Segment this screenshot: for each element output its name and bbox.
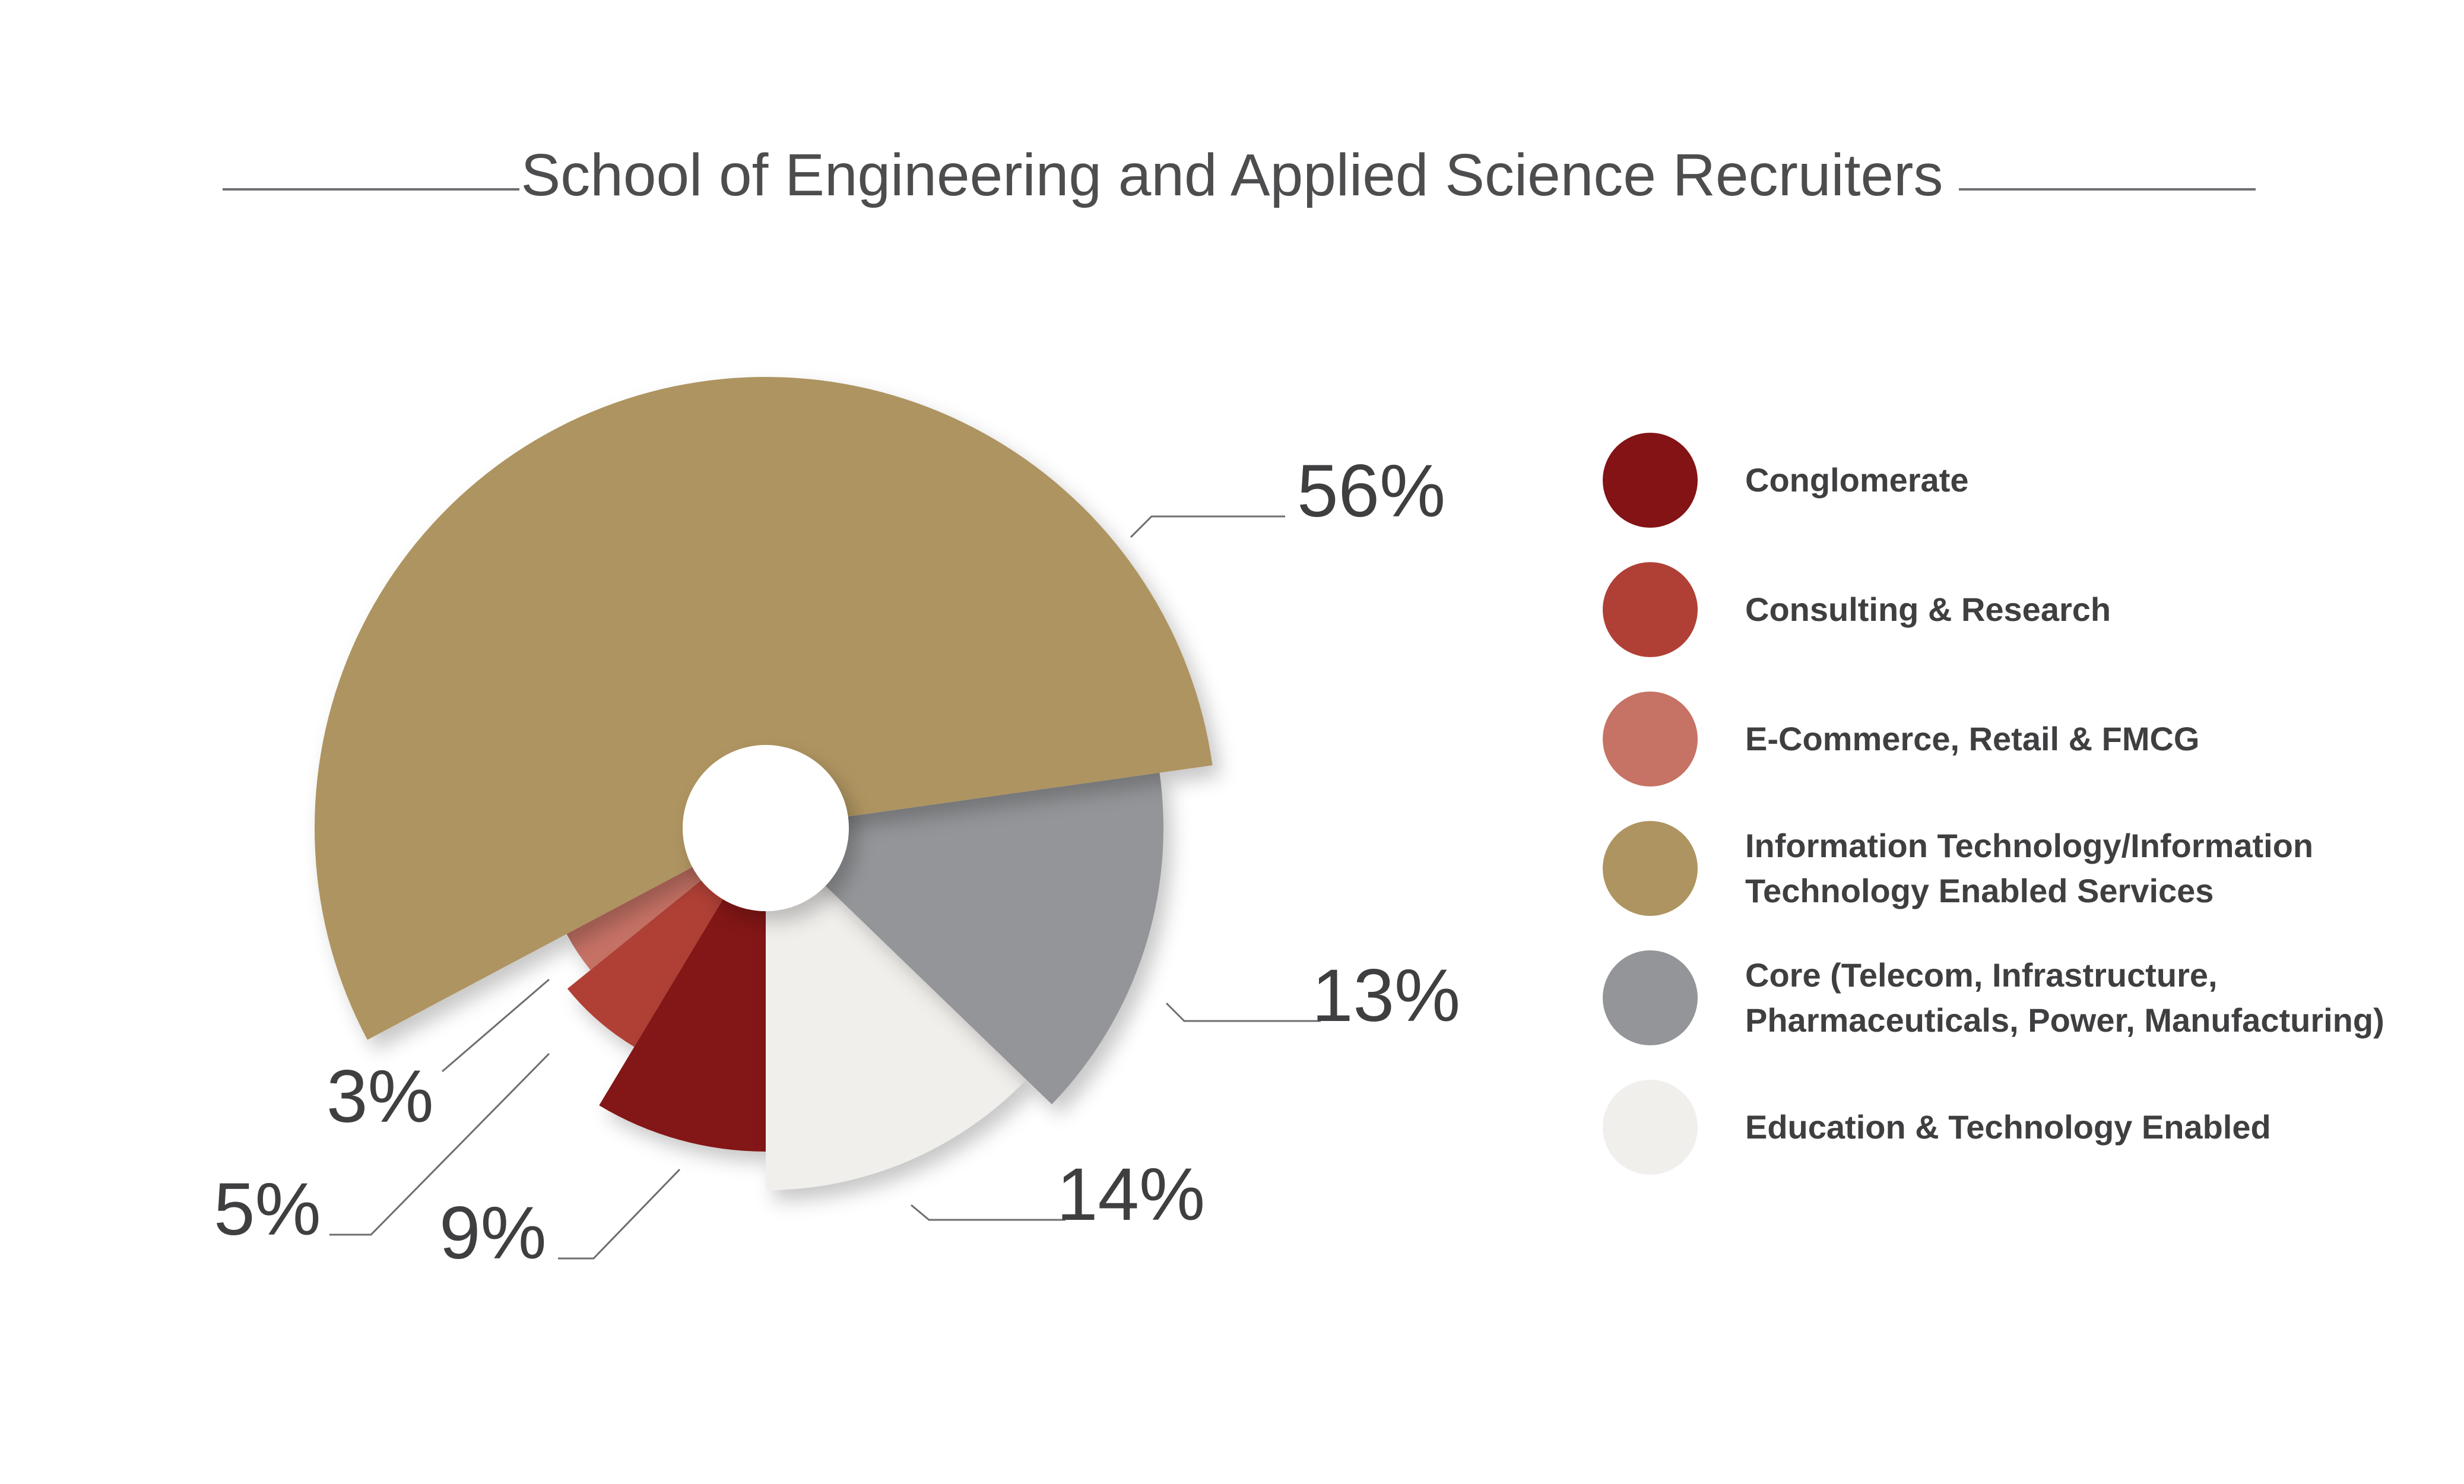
legend-item: Consulting & Research — [1603, 545, 2446, 674]
leader-line-core — [1165, 1002, 1321, 1022]
slice-label-cong: 9% — [439, 1192, 547, 1274]
slice-label-it: 56% — [1297, 450, 1445, 532]
leader-line-it — [1130, 515, 1285, 538]
title-rule-right — [1959, 188, 2256, 191]
legend-label: E-Commerce, Retail & FMCG — [1745, 720, 2200, 757]
leader-lines — [329, 515, 1321, 1260]
legend-label: Consulting & Research — [1745, 591, 2111, 628]
legend-swatch — [1603, 1080, 1698, 1175]
legend-label: Conglomerate — [1745, 461, 1969, 499]
legend-label: Information Technology/Information Techn… — [1745, 827, 2314, 909]
pie-chart: 56% 13% 14% 9% 5%3% — [214, 377, 1460, 1274]
legend-item: Information Technology/Information Techn… — [1603, 804, 2446, 933]
legend-item: E-Commerce, Retail & FMCG — [1603, 674, 2446, 804]
pie-slice-edu — [766, 828, 1026, 1190]
slice-label-core: 13% — [1312, 955, 1460, 1037]
pie-center-hole — [683, 745, 849, 911]
legend-item: Conglomerate — [1603, 416, 2446, 545]
legend-item: Education & Technology Enabled — [1603, 1063, 2446, 1192]
leader-line-cons — [329, 1052, 550, 1236]
pie-slice-it — [314, 377, 1213, 1040]
legend-item: Core (Telecom, Infrastructure, Pharmaceu… — [1603, 933, 2446, 1063]
leader-line-edu — [911, 1204, 1065, 1221]
slice-label-ecom: 3% — [326, 1055, 434, 1138]
leader-line-ecom — [442, 978, 550, 1073]
chart-legend: Conglomerate Consulting & Research E-Comme… — [1603, 416, 2446, 1192]
legend-label: Core (Telecom, Infrastructure, Pharmaceu… — [1745, 956, 2384, 1039]
slice-label-cons: 5% — [214, 1168, 321, 1251]
slice-labels: 56% 13% 14% 9% 5%3% — [214, 450, 1460, 1274]
legend-label: Education & Technology Enabled — [1745, 1108, 2271, 1146]
pie-slice-cong — [599, 828, 766, 1152]
legend-swatch — [1603, 562, 1698, 657]
legend-swatch — [1603, 692, 1698, 787]
pie-slice-core — [766, 772, 1164, 1105]
chart-header: School of Engineering and Applied Scienc… — [0, 128, 2464, 223]
title-rule-left — [223, 188, 519, 191]
slice-label-edu: 14% — [1057, 1153, 1205, 1236]
legend-swatch — [1603, 433, 1698, 528]
leader-line-cong — [558, 1168, 681, 1260]
legend-swatch — [1603, 821, 1698, 916]
chart-title: School of Engineering and Applied Scienc… — [521, 142, 1943, 208]
legend-swatch — [1603, 950, 1698, 1045]
